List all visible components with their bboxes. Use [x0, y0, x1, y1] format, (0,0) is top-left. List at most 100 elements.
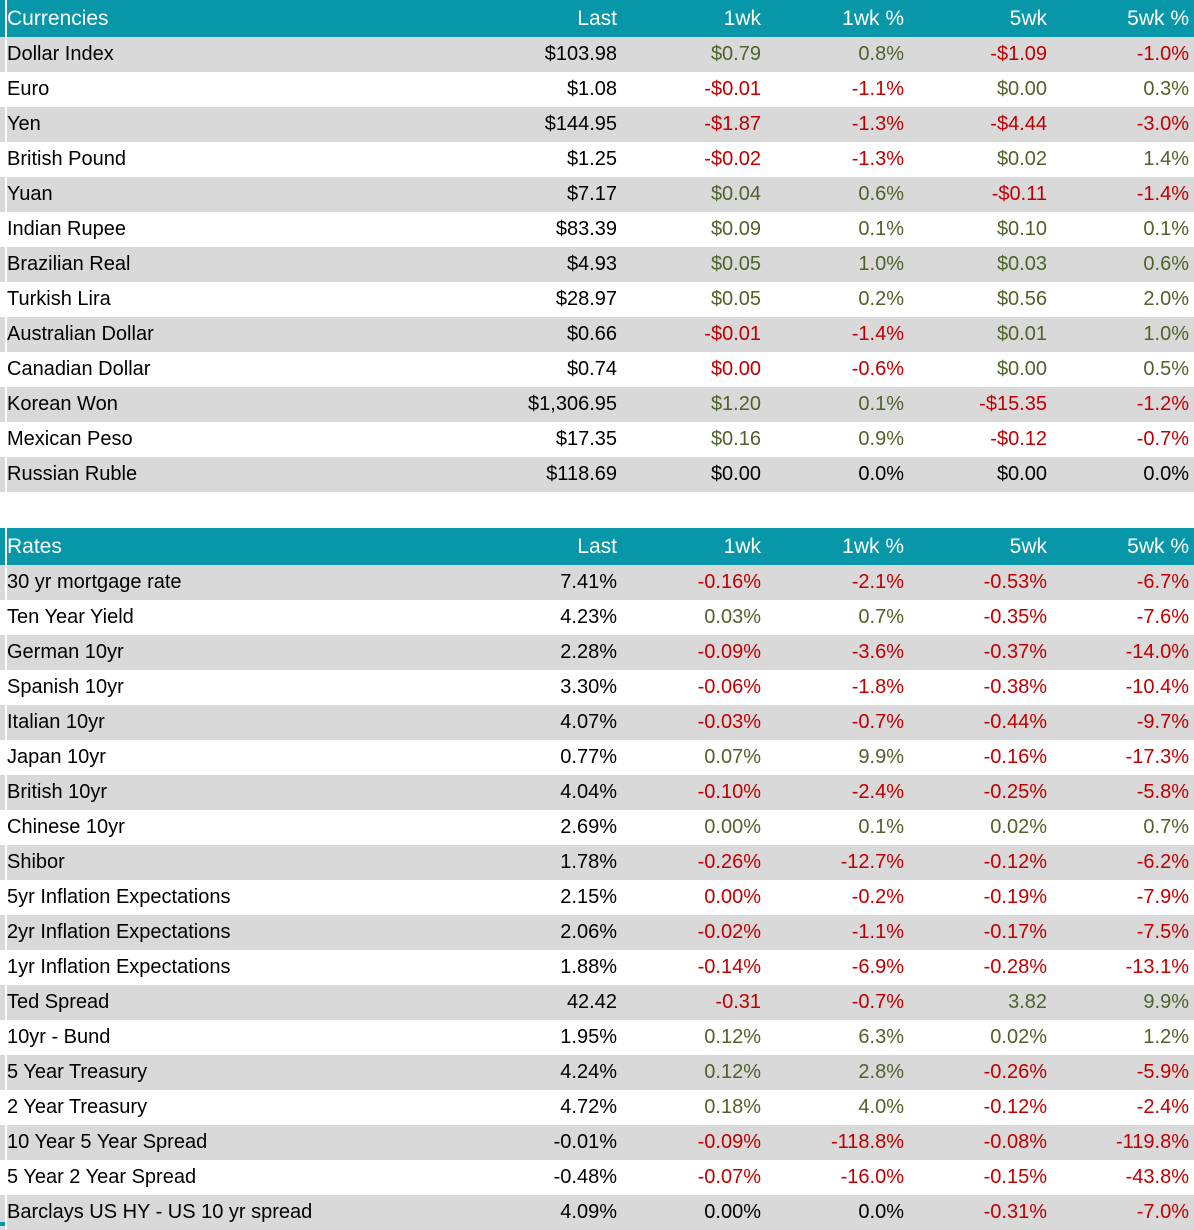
column-header-1wk[interactable]: 1wk [723, 535, 761, 558]
cell-5wk[interactable]: $0.00 [996, 358, 1047, 380]
cell-last[interactable]: 4.07% [560, 711, 617, 733]
cell-1wk[interactable]: $0.04 [710, 183, 761, 205]
cell-5wk-pct[interactable]: -1.4% [1136, 183, 1189, 205]
row-label[interactable]: Canadian Dollar [7, 358, 151, 380]
row-label[interactable]: 2yr Inflation Expectations [7, 921, 231, 943]
cell-5wk[interactable]: -0.44% [983, 711, 1047, 733]
cell-5wk[interactable]: 0.02% [990, 1026, 1047, 1048]
cell-5wk-pct[interactable]: -13.1% [1125, 956, 1189, 978]
cell-last[interactable]: 3.30% [560, 676, 617, 698]
cell-1wk[interactable]: -$1.87 [704, 113, 761, 135]
cell-1wk[interactable]: -0.10% [697, 781, 761, 803]
cell-5wk[interactable]: $0.00 [996, 78, 1047, 100]
cell-5wk-pct[interactable]: -5.8% [1136, 781, 1189, 803]
cell-5wk[interactable]: -$4.44 [990, 113, 1047, 135]
cell-5wk[interactable]: -0.25% [983, 781, 1047, 803]
row-label[interactable]: Euro [7, 78, 50, 100]
cell-5wk-pct[interactable]: -7.6% [1136, 606, 1189, 628]
cell-5wk-pct[interactable]: -10.4% [1125, 676, 1189, 698]
column-header-1wk-pct[interactable]: 1wk % [842, 535, 904, 558]
cell-5wk-pct[interactable]: -6.7% [1136, 571, 1189, 593]
cell-5wk[interactable]: $0.01 [996, 323, 1047, 345]
cell-1wk-pct[interactable]: 0.8% [858, 43, 904, 65]
cell-1wk-pct[interactable]: 0.0% [858, 463, 904, 485]
cell-1wk-pct[interactable]: 0.1% [858, 393, 904, 415]
cell-5wk-pct[interactable]: 1.2% [1143, 1026, 1189, 1048]
row-label[interactable]: 5 Year Treasury [7, 1061, 148, 1083]
cell-1wk[interactable]: 0.03% [704, 606, 761, 628]
cell-5wk-pct[interactable]: -0.7% [1136, 428, 1189, 450]
cell-last[interactable]: 2.06% [560, 921, 617, 943]
cell-1wk[interactable]: -0.14% [697, 956, 761, 978]
cell-1wk[interactable]: 0.00% [704, 1201, 761, 1223]
cell-1wk-pct[interactable]: -1.3% [851, 113, 904, 135]
row-label[interactable]: Ted Spread [7, 991, 110, 1013]
cell-5wk-pct[interactable]: 1.0% [1143, 323, 1189, 345]
cell-1wk[interactable]: $1.20 [710, 393, 761, 415]
cell-1wk[interactable]: -$0.01 [704, 78, 761, 100]
cell-5wk-pct[interactable]: -5.9% [1136, 1061, 1189, 1083]
cell-5wk[interactable]: -$0.12 [990, 428, 1047, 450]
cell-last[interactable]: 4.04% [560, 781, 617, 803]
cell-1wk-pct[interactable]: 0.9% [858, 428, 904, 450]
cell-5wk[interactable]: $0.10 [996, 218, 1047, 240]
cell-last[interactable]: $28.97 [555, 288, 617, 310]
cell-last[interactable]: 4.23% [560, 606, 617, 628]
row-label[interactable]: Brazilian Real [7, 253, 131, 275]
cell-5wk[interactable]: -0.31% [983, 1201, 1047, 1223]
cell-5wk-pct[interactable]: -14.0% [1125, 641, 1189, 663]
row-label[interactable]: Ten Year Yield [7, 606, 134, 628]
cell-5wk[interactable]: -0.37% [983, 641, 1047, 663]
cell-5wk[interactable]: -0.12% [983, 851, 1047, 873]
column-header-5wk-pct[interactable]: 5wk % [1127, 7, 1189, 30]
column-header-1wk-pct[interactable]: 1wk % [842, 7, 904, 30]
cell-5wk[interactable]: 3.82 [1008, 991, 1047, 1013]
cell-5wk-pct[interactable]: -1.2% [1136, 393, 1189, 415]
cell-5wk[interactable]: -0.35% [983, 606, 1047, 628]
cell-1wk[interactable]: $0.00 [710, 358, 761, 380]
cell-5wk-pct[interactable]: -7.9% [1136, 886, 1189, 908]
cell-5wk-pct[interactable]: 0.1% [1143, 218, 1189, 240]
cell-last[interactable]: 1.78% [560, 851, 617, 873]
row-label[interactable]: Barclays US HY - US 10 yr spread [7, 1201, 313, 1223]
cell-1wk-pct[interactable]: 2.8% [858, 1061, 904, 1083]
row-label[interactable]: 10 Year 5 Year Spread [7, 1131, 208, 1153]
row-label[interactable]: Spanish 10yr [7, 676, 124, 698]
cell-5wk-pct[interactable]: -119.8% [1115, 1131, 1189, 1153]
cell-5wk[interactable]: -$15.35 [979, 393, 1047, 415]
cell-5wk[interactable]: -0.12% [983, 1096, 1047, 1118]
cell-1wk-pct[interactable]: 0.1% [858, 218, 904, 240]
cell-last[interactable]: $118.69 [546, 463, 617, 485]
cell-5wk[interactable]: -0.16% [983, 746, 1047, 768]
cell-1wk-pct[interactable]: 0.7% [858, 606, 904, 628]
cell-1wk[interactable]: $0.00 [710, 463, 761, 485]
cell-5wk[interactable]: $0.02 [996, 148, 1047, 170]
cell-1wk[interactable]: $0.05 [710, 288, 761, 310]
cell-last[interactable]: $7.17 [566, 183, 617, 205]
row-label[interactable]: Indian Rupee [7, 218, 126, 240]
row-label[interactable]: Russian Ruble [7, 463, 138, 485]
row-label[interactable]: Dollar Index [7, 43, 114, 65]
cell-5wk-pct[interactable]: 9.9% [1143, 991, 1189, 1013]
cell-1wk[interactable]: $0.05 [710, 253, 761, 275]
cell-1wk-pct[interactable]: -118.8% [830, 1131, 904, 1153]
cell-last[interactable]: 4.72% [560, 1096, 617, 1118]
cell-5wk[interactable]: -0.53% [983, 571, 1047, 593]
cell-last[interactable]: -0.48% [553, 1166, 617, 1188]
cell-5wk-pct[interactable]: -43.8% [1125, 1166, 1189, 1188]
cell-1wk-pct[interactable]: -0.6% [851, 358, 904, 380]
row-label[interactable]: German 10yr [7, 641, 124, 663]
row-label[interactable]: 2 Year Treasury [7, 1096, 148, 1118]
cell-1wk-pct[interactable]: 1.0% [858, 253, 904, 275]
cell-1wk[interactable]: -0.09% [697, 641, 761, 663]
cell-1wk-pct[interactable]: 0.0% [858, 1201, 904, 1223]
cell-1wk-pct[interactable]: -1.1% [851, 78, 904, 100]
cell-1wk-pct[interactable]: -0.7% [851, 711, 904, 733]
cell-5wk-pct[interactable]: -9.7% [1136, 711, 1189, 733]
cell-1wk-pct[interactable]: -12.7% [840, 851, 904, 873]
cell-5wk[interactable]: -0.08% [983, 1131, 1047, 1153]
row-label[interactable]: Japan 10yr [7, 746, 106, 768]
cell-last[interactable]: 42.42 [566, 991, 617, 1013]
row-label[interactable]: 5yr Inflation Expectations [7, 886, 231, 908]
cell-last[interactable]: 0.77% [560, 746, 617, 768]
